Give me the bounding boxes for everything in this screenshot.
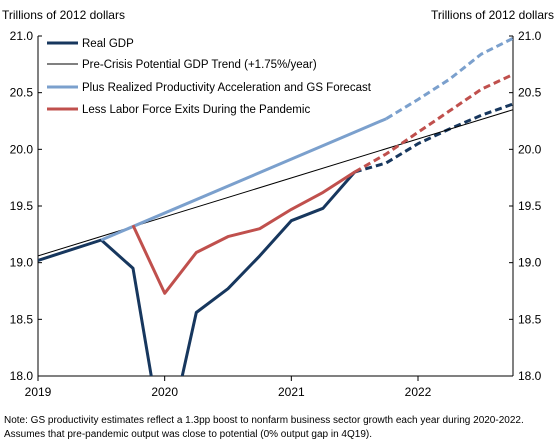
y-tick-label-left: 20.5 [10,86,34,100]
y-tick-label-right: 18.0 [518,369,542,383]
y-tick-label-left: 20.0 [10,142,34,156]
series-line-less-labor-force-exits-during-the-pandemic [131,170,356,295]
y-tick-label-left: 21.0 [10,29,34,43]
axes: 18.0 18.0 18.5 18.5 19.0 19.0 19.5 19.5 20.0 20.0… [10,29,542,399]
x-tick-label: 2021 [278,385,305,399]
y-tick-label-right: 20.0 [518,142,542,156]
gdp-chart: Trillions of 2012 dollars Trillions of 2… [2,8,554,399]
y-tick-label-right: 21.0 [518,29,542,43]
legend-label-real-gdp: Real GDP [82,38,134,50]
y-tick-label-left: 19.5 [10,199,34,213]
legend-label-plus-realized-productivity-acceleration-and-gs-forecast: Plus Realized Productivity Acceleration … [82,82,372,94]
x-tick-label: 2019 [25,385,52,399]
series-forecast-plus-realized-productivity-acceleration-and-gs-forecast [385,36,513,120]
legend-label-less-labor-force-exits-during-the-pandemic: Less Labor Force Exits During the Pandem… [82,104,310,116]
y-tick-label-left: 18.0 [10,369,34,383]
x-tick-label: 2020 [151,385,178,399]
legend-label-pre-crisis-potential-gdp-trend-1-75-year: Pre-Crisis Potential GDP Trend (+1.75%/y… [82,59,317,71]
left-axis-title: Trillions of 2012 dollars [2,8,125,22]
y-tick-label-right: 19.5 [518,199,542,213]
y-tick-label-right: 18.5 [518,312,542,326]
y-tick-label-left: 18.5 [10,312,34,326]
y-tick-label-left: 19.0 [10,256,34,270]
series-forecast-real-gdp [354,102,513,174]
y-tick-label-right: 19.0 [518,256,542,270]
series-line-real-gdp [38,171,356,376]
legend: Real GDP Pre-Crisis Potential GDP Trend (… [47,38,372,116]
series-line-plus-realized-productivity-acceleration-and-gs-forecast [100,117,387,242]
y-tick-label-right: 20.5 [518,86,542,100]
series-forecast-less-labor-force-exits-during-the-pandemic [353,73,513,174]
footnote: Note: GS productivity estimates reflect … [4,415,524,440]
right-axis-title: Trillions of 2012 dollars [431,8,554,22]
series-lines [38,36,513,376]
x-tick-label: 2022 [405,385,432,399]
series-line-pre-crisis-potential-gdp-trend-1-75-year [38,109,513,257]
